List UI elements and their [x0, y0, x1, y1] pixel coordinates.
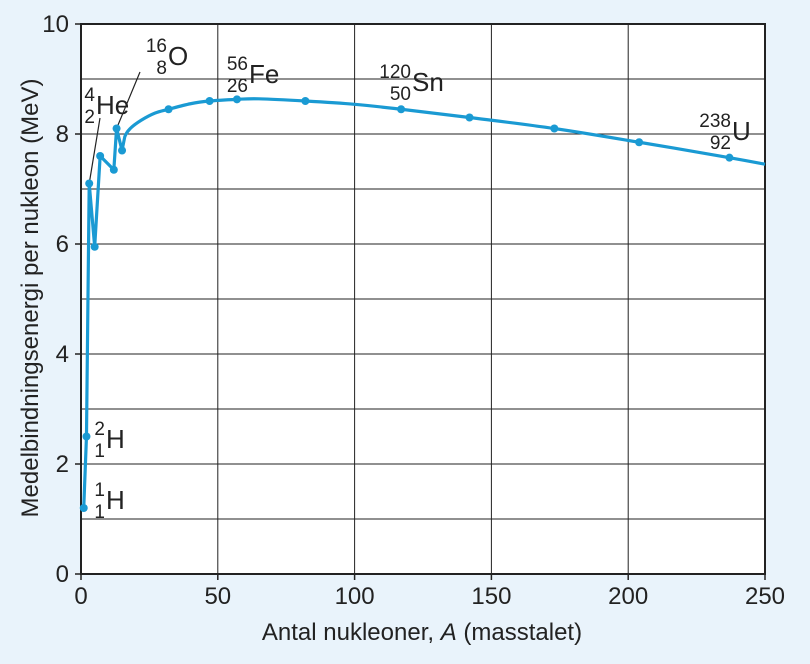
annotation-leader — [88, 117, 101, 184]
data-points — [79, 95, 734, 512]
data-point — [118, 146, 127, 155]
data-point — [82, 432, 91, 441]
data-point — [465, 113, 474, 122]
data-point — [109, 165, 118, 174]
y-tick-label: 2 — [56, 451, 69, 478]
data-point — [96, 152, 105, 160]
atomic-number: 1 — [94, 441, 105, 462]
atomic-number: 2 — [84, 107, 95, 128]
x-axis-title-variable: A — [439, 619, 457, 646]
axes — [75, 23, 766, 580]
annotation-leader — [116, 71, 141, 129]
plot-frame — [80, 23, 766, 575]
y-tick-label: 10 — [42, 11, 69, 38]
data-point — [85, 179, 94, 188]
grid-lines — [81, 24, 765, 574]
data-point — [164, 105, 173, 114]
element-symbol: H — [106, 424, 125, 454]
element-symbol: Sn — [412, 67, 444, 97]
element-symbol: Fe — [249, 59, 279, 89]
element-symbol: U — [732, 116, 751, 146]
x-tick-label: 250 — [745, 583, 785, 610]
x-tick-label: 0 — [74, 583, 87, 610]
atomic-number: 50 — [390, 84, 411, 105]
y-tick-label: 8 — [56, 121, 69, 148]
data-point — [79, 504, 88, 512]
atomic-number: 26 — [227, 76, 248, 97]
data-point — [112, 124, 121, 133]
y-tick-label: 0 — [56, 561, 69, 588]
mass-number: 4 — [84, 85, 95, 106]
mass-number: 120 — [379, 62, 411, 83]
data-point — [725, 153, 734, 162]
isotope-label-h-1: 11 H — [94, 480, 124, 523]
data-point — [90, 242, 99, 251]
x-tick-label: 50 — [204, 583, 231, 610]
y-tick-label: 4 — [56, 341, 69, 368]
atomic-number: 92 — [710, 133, 731, 154]
mass-number: 238 — [699, 111, 731, 132]
x-axis-title-prefix: Antal nukleoner, — [262, 619, 441, 646]
annotation-leader-lines — [88, 71, 141, 184]
data-point — [232, 95, 241, 104]
mass-number: 2 — [94, 419, 105, 440]
x-axis-title-suffix: (masstalet) — [457, 619, 582, 646]
x-tick-label: 100 — [335, 583, 375, 610]
element-symbol: O — [168, 41, 188, 71]
data-point — [550, 124, 559, 133]
isotope-label-he-4: 42 He — [84, 85, 129, 128]
x-tick-label: 200 — [608, 583, 648, 610]
data-point — [301, 97, 310, 105]
element-symbol: H — [106, 485, 125, 515]
isotope-label-o-16: 168 O — [146, 36, 188, 79]
data-point — [635, 138, 644, 147]
mass-number: 56 — [227, 54, 248, 75]
y-axis-title: Medelbindningsenergi per nukleon (MeV) — [17, 79, 44, 518]
x-axis-title: Antal nukleoner, A (masstalet) — [262, 619, 582, 646]
atomic-number: 8 — [156, 58, 167, 79]
binding-energy-curve — [82, 97, 766, 509]
mass-number: 16 — [146, 36, 167, 57]
data-point — [397, 105, 406, 114]
x-tick-label: 150 — [471, 583, 511, 610]
y-tick-label: 6 — [56, 231, 69, 258]
atomic-number: 1 — [94, 502, 105, 523]
mass-number: 1 — [94, 480, 105, 501]
isotope-label-h-2: 21 H — [94, 419, 124, 462]
data-point — [205, 97, 214, 105]
element-symbol: He — [96, 90, 129, 120]
